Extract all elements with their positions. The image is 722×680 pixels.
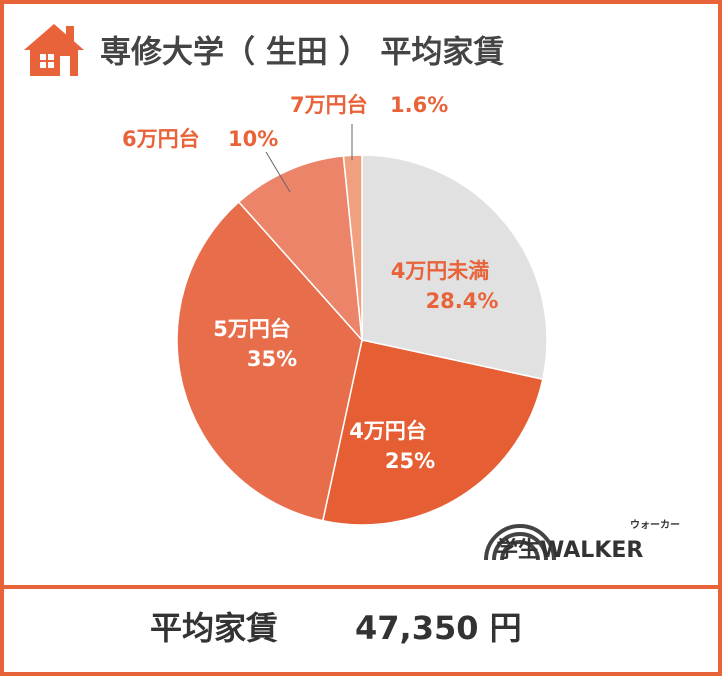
pie-slice [342,154,363,341]
pie-slice [176,200,363,522]
slice-category: 4万円未満 [391,259,490,283]
logo-reading: ウォーカー [630,519,680,531]
slice-value: 1.6% [390,93,448,117]
slice-value: 35% [247,347,297,371]
slice-category: 4万円台 [349,419,427,443]
slice-category: 7万円台 [290,93,368,117]
slice-value: 28.4% [426,289,499,313]
pie [176,154,548,526]
slice-value: 10% [228,127,278,151]
footer-value: 47,350 円 [355,609,522,647]
slice-category: 5万円台 [213,317,291,341]
logo-text: 学生WALKER [496,537,643,563]
house-icon [24,24,84,76]
pie-slice [237,155,363,343]
leader-line [265,151,291,193]
pie-slice [321,339,544,526]
footer-label: 平均家賃 [150,609,278,647]
slice-value: 25% [385,449,435,473]
logo: 学生WALKER ウォーカー [484,519,680,563]
chart-title: 専修大学（ 生田 ） 平均家賃 [100,35,504,71]
slice-category: 6万円台 [122,127,200,151]
pie-slice [361,154,548,381]
